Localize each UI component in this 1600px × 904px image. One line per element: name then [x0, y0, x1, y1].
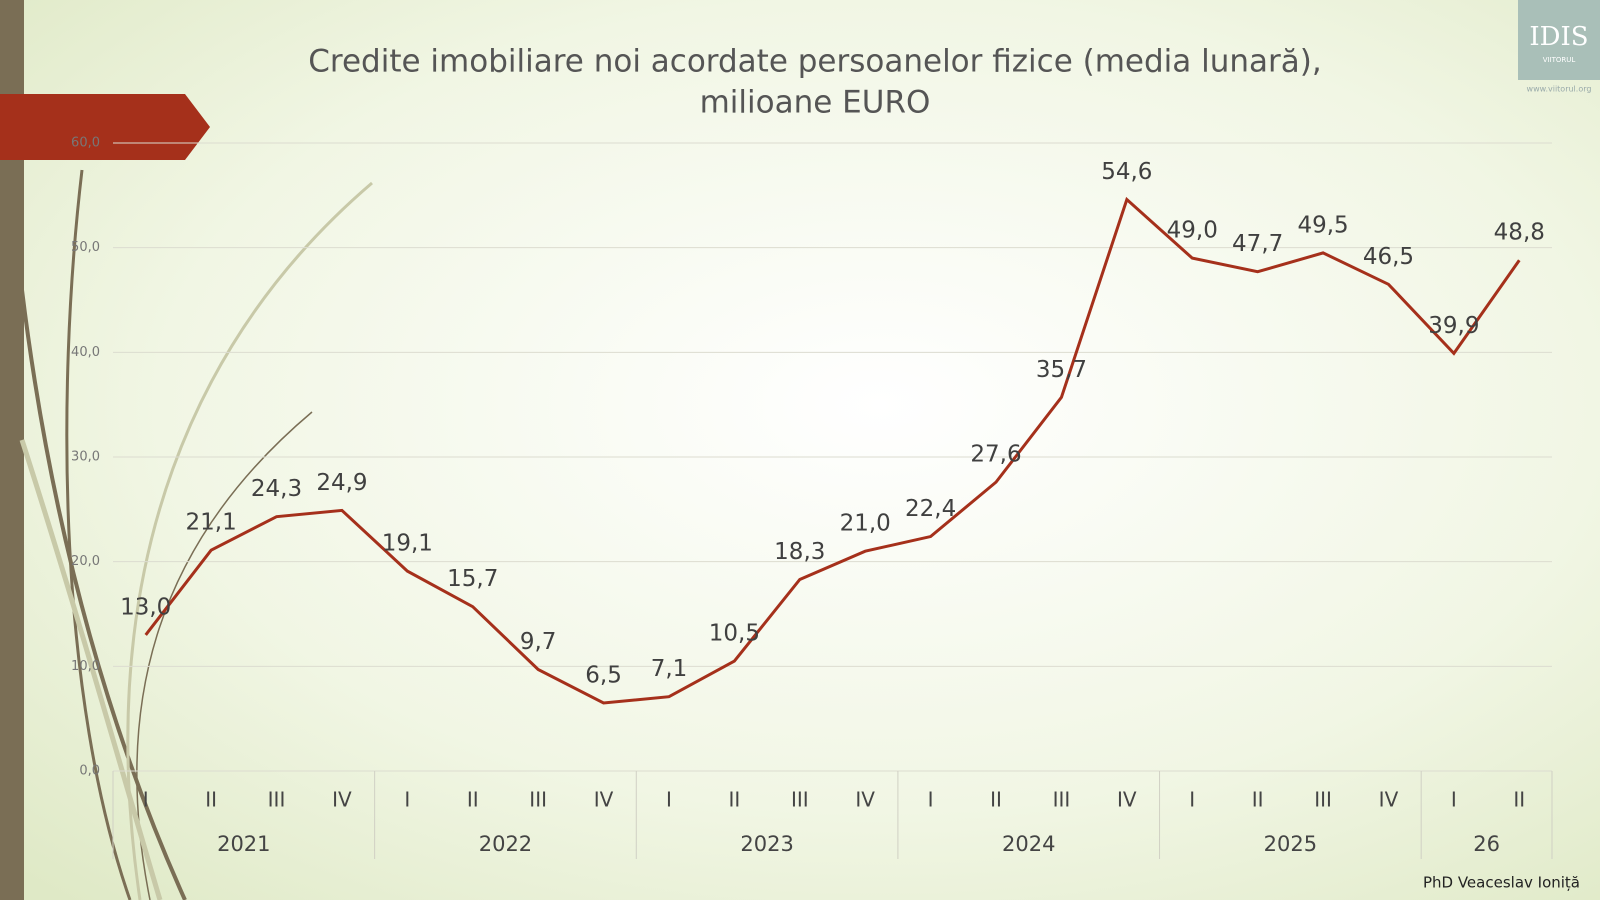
data-label: 7,1: [651, 656, 688, 682]
x-tick-label: IV: [1379, 788, 1399, 812]
data-label: 27,6: [970, 442, 1021, 468]
y-tick-label: 10,0: [71, 659, 100, 674]
x-tick-label: IV: [855, 788, 875, 812]
x-group-label: 2024: [1002, 832, 1055, 856]
data-label: 54,6: [1101, 159, 1152, 185]
x-tick-label: II: [1252, 788, 1264, 812]
x-tick-label: I: [1189, 788, 1195, 812]
y-tick-label: 20,0: [71, 554, 100, 569]
x-tick-label: III: [529, 788, 547, 812]
data-label: 35,7: [1036, 357, 1087, 383]
x-tick-label: I: [928, 788, 934, 812]
x-tick-label: IV: [1117, 788, 1137, 812]
x-tick-label: II: [990, 788, 1002, 812]
y-tick-label: 60,0: [71, 136, 100, 151]
x-tick-label: IV: [594, 788, 614, 812]
chart-title: milioane EURO: [700, 85, 931, 121]
x-tick-label: II: [1513, 788, 1525, 812]
arrow-banner: [0, 94, 210, 160]
data-label: 18,3: [774, 539, 825, 565]
x-group-label: 2021: [217, 832, 270, 856]
data-label: 48,8: [1494, 220, 1545, 246]
logo-url: www.viitorul.org: [1527, 85, 1592, 94]
data-label: 49,0: [1167, 218, 1218, 244]
chart-title: Credite imobiliare noi acordate persoane…: [308, 44, 1321, 80]
data-label: 21,0: [840, 511, 891, 537]
logo-box: [1518, 0, 1600, 80]
data-label: 10,5: [709, 621, 760, 647]
data-label: 21,1: [186, 510, 237, 536]
x-group-label: 2025: [1264, 832, 1317, 856]
x-tick-label: I: [1451, 788, 1457, 812]
x-tick-label: III: [791, 788, 809, 812]
y-tick-label: 0,0: [79, 764, 100, 779]
data-label: 39,9: [1428, 313, 1479, 339]
x-tick-label: II: [728, 788, 740, 812]
data-label: 22,4: [905, 496, 956, 522]
data-label: 24,9: [316, 470, 367, 496]
x-tick-label: III: [1314, 788, 1332, 812]
decor: [65, 169, 132, 901]
decor: [126, 181, 373, 901]
y-tick-label: 30,0: [71, 450, 100, 465]
decor: [19, 439, 163, 901]
data-label: 6,5: [585, 662, 622, 688]
x-tick-label: I: [404, 788, 410, 812]
series-line: [144, 196, 1521, 705]
x-tick-label: IV: [332, 788, 352, 812]
data-label: 24,3: [251, 476, 302, 502]
x-group-label: 26: [1473, 832, 1500, 856]
x-tick-label: I: [666, 788, 672, 812]
y-tick-label: 40,0: [71, 345, 100, 360]
data-label: 47,7: [1232, 231, 1283, 257]
x-group-label: 2023: [740, 832, 793, 856]
logo-text: IDIS: [1529, 22, 1588, 52]
data-label: 9,7: [520, 629, 557, 655]
decor: [20, 289, 187, 901]
x-tick-label: I: [143, 788, 149, 812]
author: PhD Veaceslav Ioniță: [1423, 874, 1580, 892]
x-tick-label: III: [268, 788, 286, 812]
data-label: 13,0: [120, 594, 171, 620]
logo-subtext: VIITORUL: [1543, 56, 1576, 64]
data-label: 15,7: [447, 566, 498, 592]
data-label: 49,5: [1297, 212, 1348, 238]
y-tick-label: 50,0: [71, 240, 100, 255]
x-tick-label: III: [1053, 788, 1071, 812]
data-label: 46,5: [1363, 244, 1414, 270]
x-group-label: 2022: [479, 832, 532, 856]
x-tick-label: II: [467, 788, 479, 812]
x-tick-label: II: [205, 788, 217, 812]
data-label: 19,1: [382, 531, 433, 557]
